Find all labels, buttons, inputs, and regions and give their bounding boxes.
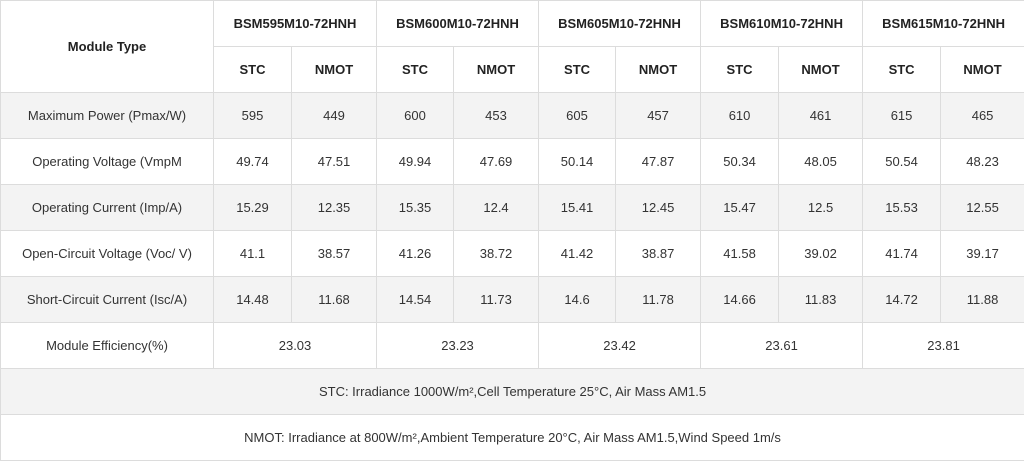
value-cell: 615 — [862, 92, 942, 139]
row-label: Operating Voltage (VmpM — [0, 138, 214, 185]
value-cell: 47.87 — [615, 138, 702, 185]
condition-header: NMOT — [615, 46, 702, 93]
value-cell: 449 — [290, 92, 378, 139]
row-label: Operating Current (Imp/A) — [0, 184, 214, 231]
note: NMOT: Irradiance at 800W/m²,Ambient Temp… — [0, 414, 1024, 461]
model-header: BSM595M10-72HNH — [212, 0, 378, 47]
value-cell: 12.35 — [290, 184, 378, 231]
value-cell: 15.41 — [538, 184, 617, 231]
value-cell: 38.72 — [453, 230, 540, 277]
value-cell: 49.74 — [213, 138, 292, 185]
table-row: NMOT: Irradiance at 800W/m²,Ambient Temp… — [0, 414, 1024, 461]
value-cell: 41.58 — [700, 230, 780, 277]
value-cell: 47.69 — [453, 138, 540, 185]
model-header: BSM610M10-72HNH — [700, 0, 864, 47]
value-cell: 50.54 — [862, 138, 942, 185]
value-cell: 41.74 — [862, 230, 942, 277]
condition-header: NMOT — [940, 46, 1024, 93]
value-cell: 11.78 — [615, 276, 702, 323]
value-cell: 11.88 — [940, 276, 1024, 323]
value-cell: 595 — [213, 92, 292, 139]
value-cell: 600 — [376, 92, 455, 139]
value-cell: 41.1 — [213, 230, 292, 277]
value-cell: 15.53 — [862, 184, 942, 231]
value-cell: 23.81 — [862, 322, 1024, 369]
model-header: BSM605M10-72HNH — [538, 0, 702, 47]
condition-header: STC — [538, 46, 617, 93]
value-cell: 39.17 — [940, 230, 1024, 277]
value-cell: 11.73 — [453, 276, 540, 323]
table-row: Module Efficiency(%) 23.03 23.23 23.42 23.61… — [0, 322, 1024, 369]
value-cell: 38.57 — [290, 230, 378, 277]
value-cell: 453 — [453, 92, 540, 139]
value-cell: 50.34 — [700, 138, 780, 185]
value-cell: 38.87 — [615, 230, 702, 277]
value-cell: 14.6 — [538, 276, 617, 323]
value-cell: 12.45 — [615, 184, 702, 231]
value-cell: 461 — [778, 92, 864, 139]
table-row: STC: Irradiance 1000W/m²,Cell Temperatur… — [0, 368, 1024, 415]
row-label: Open-Circuit Voltage (Voc/ V) — [0, 230, 214, 277]
value-cell: 15.29 — [213, 184, 292, 231]
row-label: Maximum Power (Pmax/W) — [0, 92, 214, 139]
value-cell: 50.14 — [538, 138, 617, 185]
value-cell: 610 — [700, 92, 780, 139]
value-cell: 48.05 — [778, 138, 864, 185]
value-cell: 23.03 — [212, 322, 378, 369]
table-row: Operating Current (Imp/A) 15.29 12.35 15.35… — [0, 184, 1024, 231]
table-row: Operating Voltage (VmpM 49.74 47.51 49.94 47… — [0, 138, 1024, 185]
model-header: BSM600M10-72HNH — [376, 0, 540, 47]
value-cell: 457 — [615, 92, 702, 139]
value-cell: 14.66 — [700, 276, 780, 323]
note: STC: Irradiance 1000W/m²,Cell Temperatur… — [0, 368, 1024, 415]
condition-header: STC — [700, 46, 780, 93]
value-cell: 12.5 — [778, 184, 864, 231]
condition-header: STC — [862, 46, 942, 93]
value-cell: 11.68 — [290, 276, 378, 323]
value-cell: 23.23 — [376, 322, 540, 369]
value-cell: 23.61 — [700, 322, 864, 369]
value-cell: 11.83 — [778, 276, 864, 323]
value-cell: 48.23 — [940, 138, 1024, 185]
table-row: STC NMOT STC NMOT STC NMOT STC NMOT STC NMOT — [1, 46, 1024, 93]
condition-header: STC — [213, 46, 292, 93]
value-cell: 49.94 — [376, 138, 455, 185]
table-row: Module Type BSM595M10-72HNH BSM600M10-72HN… — [0, 0, 1024, 93]
condition-header: NMOT — [290, 46, 378, 93]
value-cell: 47.51 — [290, 138, 378, 185]
value-cell: 465 — [940, 92, 1024, 139]
value-cell: 15.47 — [700, 184, 780, 231]
condition-header: NMOT — [453, 46, 540, 93]
table-row: Open-Circuit Voltage (Voc/ V) 41.1 38.57 41… — [0, 230, 1024, 277]
value-cell: 41.26 — [376, 230, 455, 277]
value-cell: 12.4 — [453, 184, 540, 231]
value-cell: 14.72 — [862, 276, 942, 323]
value-cell: 41.42 — [538, 230, 617, 277]
value-cell: 39.02 — [778, 230, 864, 277]
value-cell: 12.55 — [940, 184, 1024, 231]
table-row: Short-Circuit Current (Isc/A) 14.48 11.68 1… — [0, 276, 1024, 323]
condition-header: NMOT — [778, 46, 864, 93]
table-row: Maximum Power (Pmax/W) 595 449 600 453 605 457… — [0, 92, 1024, 139]
value-cell: 605 — [538, 92, 617, 139]
corner-header: Module Type — [0, 0, 214, 93]
value-cell: 23.42 — [538, 322, 702, 369]
value-cell: 15.35 — [376, 184, 455, 231]
value-cell: 14.48 — [213, 276, 292, 323]
row-label: Short-Circuit Current (Isc/A) — [0, 276, 214, 323]
row-label: Module Efficiency(%) — [0, 322, 214, 369]
value-cell: 14.54 — [376, 276, 455, 323]
condition-header: STC — [376, 46, 455, 93]
model-header: BSM615M10-72HNH — [862, 0, 1024, 47]
